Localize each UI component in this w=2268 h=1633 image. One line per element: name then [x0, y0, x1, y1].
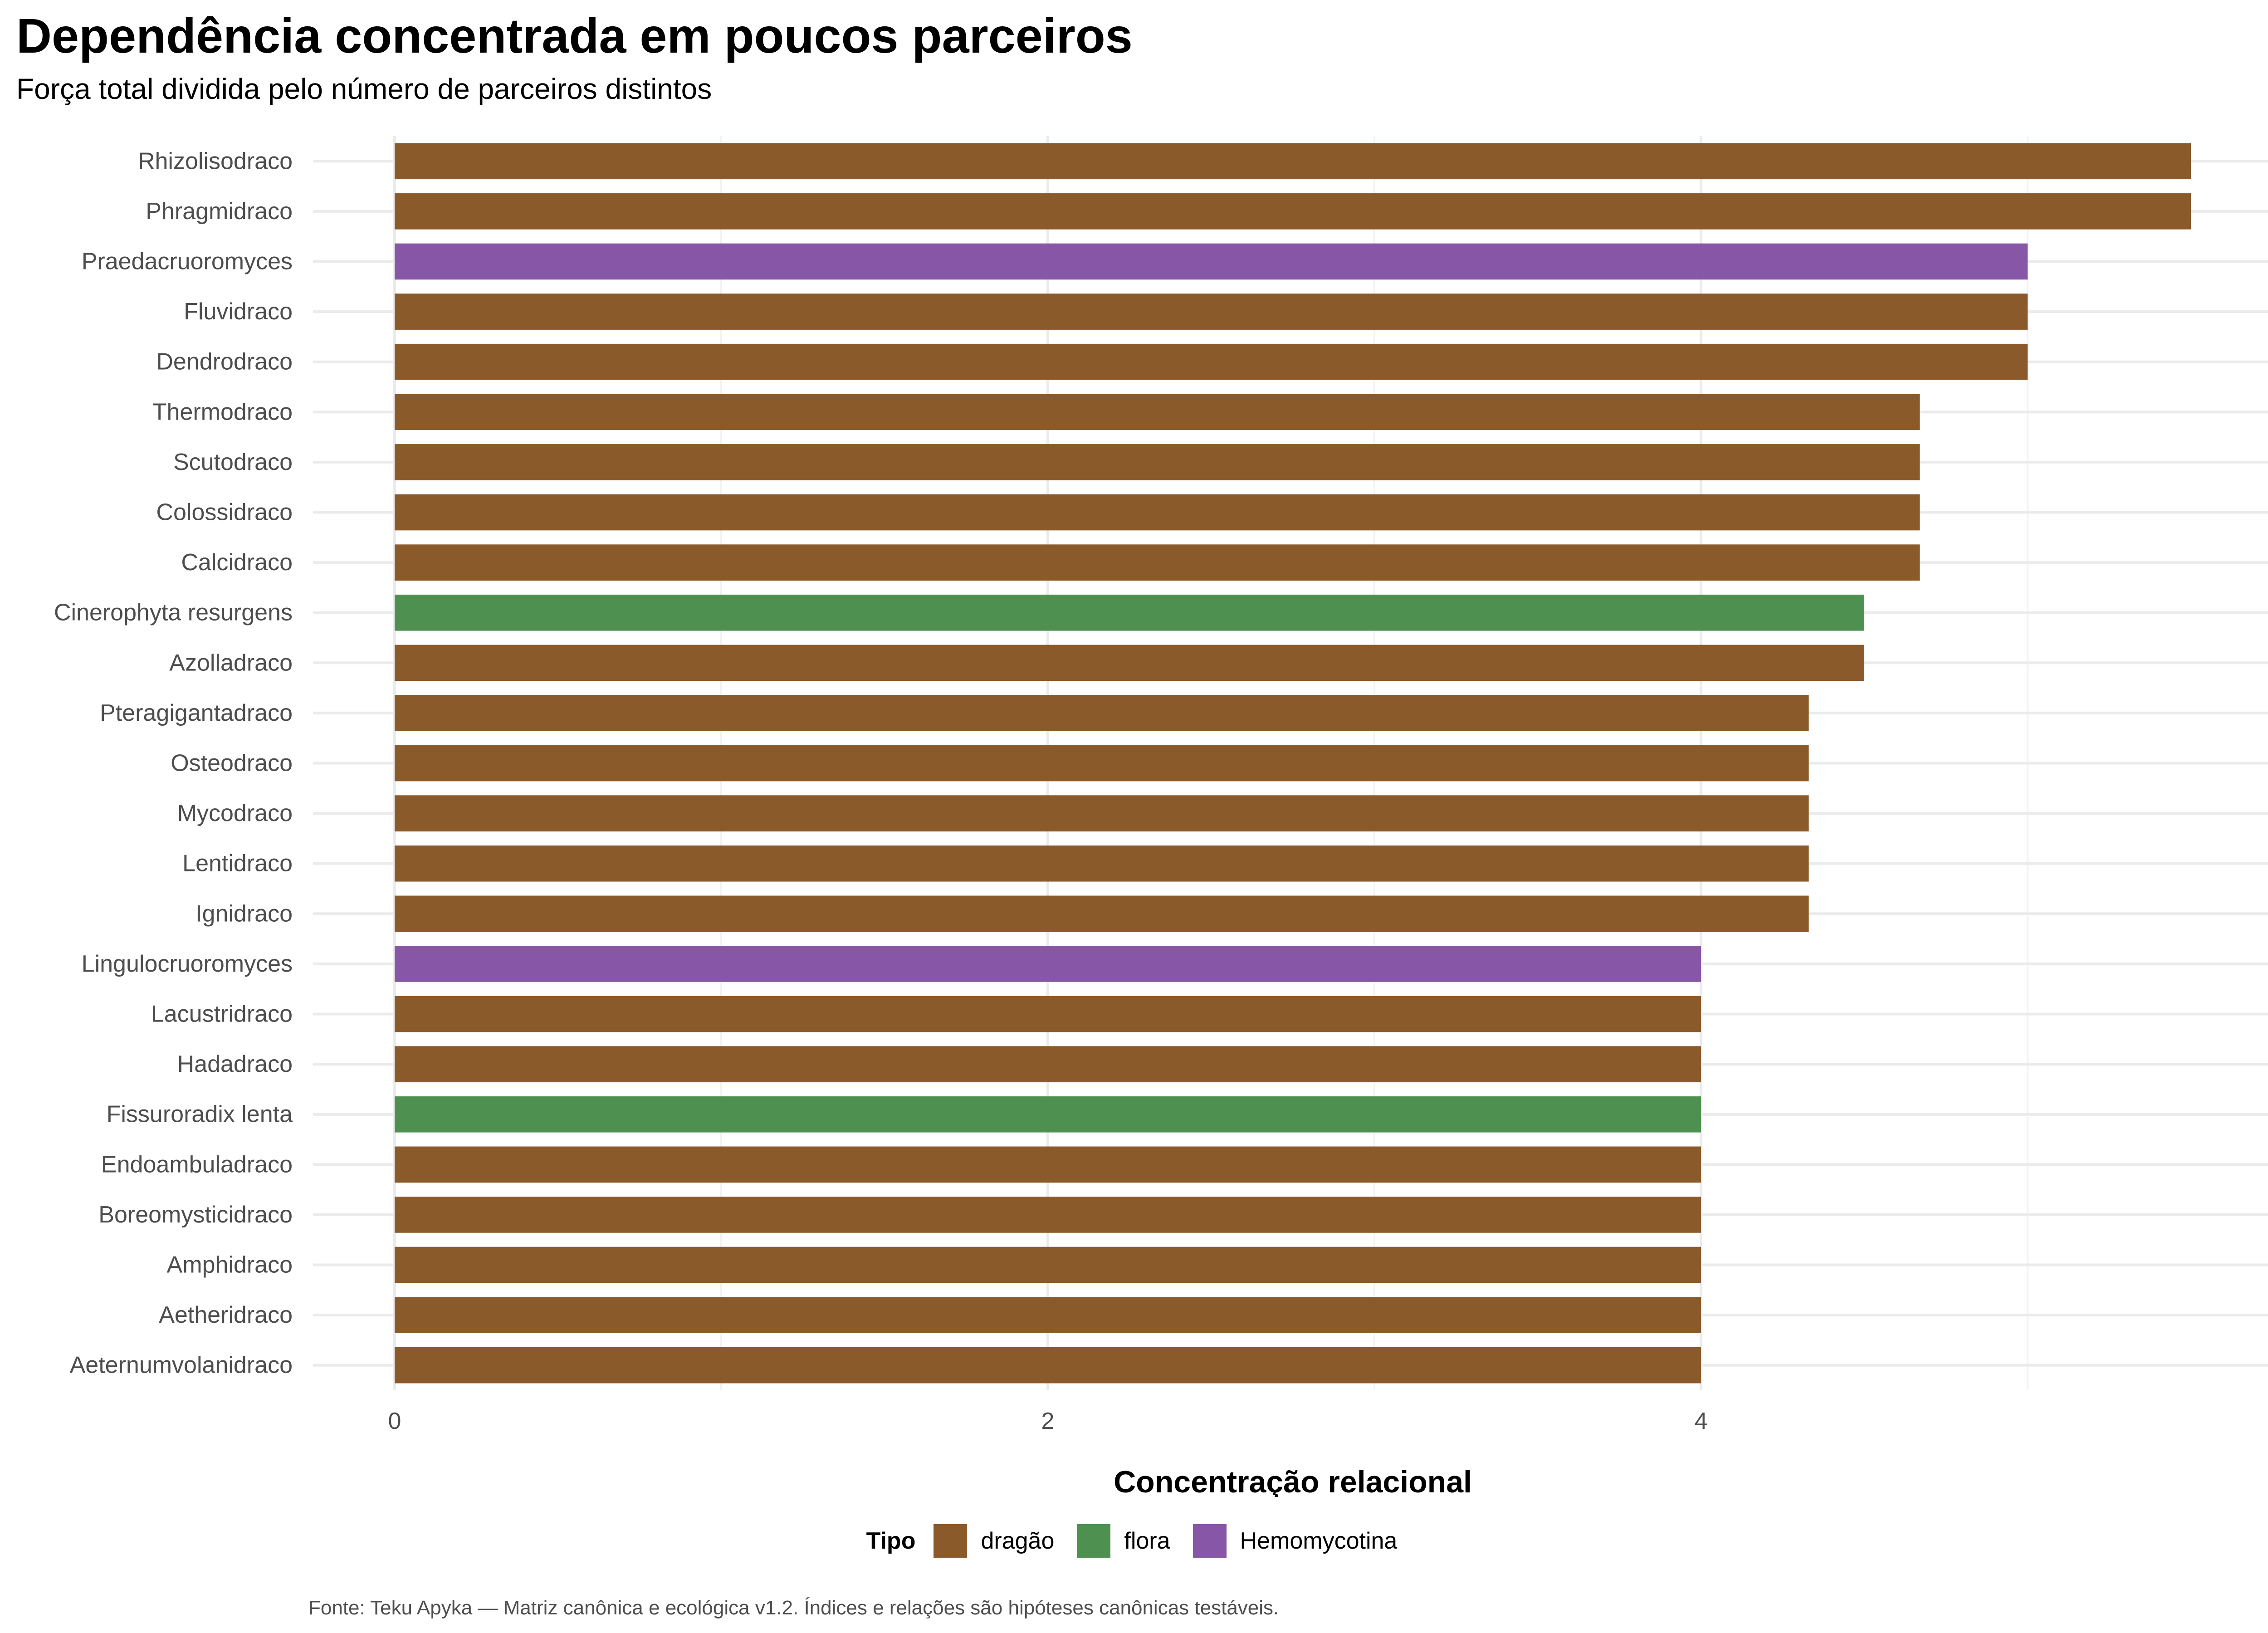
- y-tick-label: Rhizolisodraco: [138, 148, 293, 174]
- y-tick-label: Hadadraco: [177, 1051, 293, 1077]
- legend-item-flora: flora: [1077, 1524, 1170, 1558]
- legend-title: Tipo: [866, 1528, 916, 1554]
- y-tick-label: Praedacruoromyces: [82, 249, 293, 275]
- y-tick-label: Ignidraco: [196, 900, 293, 927]
- bar: [395, 293, 2028, 330]
- bar: [395, 895, 1809, 932]
- source-caption: Fonte: Teku Apyka — Matriz canônica e ec…: [308, 1597, 1279, 1619]
- bar: [395, 193, 2191, 230]
- chart-title: Dependência concentrada em poucos parcei…: [16, 8, 1133, 63]
- x-tick-label: 2: [1041, 1408, 1055, 1434]
- y-axis-tick-labels: Rhizolisodraco Phragmidraco Praedacruoromy…: [54, 148, 293, 1378]
- y-tick-label: Endoambuladraco: [101, 1151, 293, 1178]
- y-tick-label: Lacustridraco: [151, 1001, 293, 1027]
- legend-key-flora: [1077, 1524, 1111, 1558]
- x-tick-label: 0: [388, 1408, 401, 1434]
- bar: [395, 996, 1701, 1032]
- bar: [395, 1046, 1701, 1082]
- legend-label-flora: flora: [1124, 1528, 1170, 1554]
- y-tick-label: Fluvidraco: [184, 298, 293, 325]
- bar: [395, 845, 1809, 882]
- bar: [395, 1247, 1701, 1283]
- y-tick-label: Mycodraco: [177, 800, 293, 826]
- bar: [395, 494, 1920, 531]
- y-tick-label: Aetheridraco: [159, 1302, 293, 1328]
- y-tick-label: Pteragigantadraco: [100, 700, 293, 726]
- bar-chart: Rhizolisodraco Phragmidraco Praedacruoromy…: [54, 136, 2268, 1497]
- legend: Tipo dragão flora Hemomycotina: [0, 1524, 2268, 1558]
- y-tick-label: Lentidraco: [182, 851, 293, 877]
- bar: [395, 1146, 1701, 1183]
- y-tick-label: Osteodraco: [171, 750, 293, 777]
- legend-key-hemomycotina: [1193, 1524, 1227, 1558]
- bar: [395, 1096, 1701, 1133]
- bar: [395, 795, 1809, 831]
- y-tick-label: Aeternumvolanidraco: [70, 1352, 293, 1379]
- bar: [395, 343, 2028, 380]
- legend-label-hemomycotina: Hemomycotina: [1240, 1528, 1398, 1554]
- y-tick-label: Cinerophyta resurgens: [54, 600, 293, 626]
- y-tick-label: Amphidraco: [167, 1252, 293, 1278]
- bar: [395, 243, 2028, 280]
- bar: [395, 695, 1809, 731]
- legend-label-dragao: dragão: [981, 1528, 1055, 1554]
- bars: [395, 143, 2191, 1384]
- bar: [395, 1347, 1701, 1384]
- y-tick-label: Fissuroradix lenta: [107, 1101, 293, 1128]
- y-tick-label: Phragmidraco: [146, 198, 293, 225]
- x-tick-label: 4: [1695, 1408, 1708, 1434]
- y-tick-label: Calcidraco: [181, 549, 293, 576]
- y-tick-label: Dendrodraco: [156, 349, 293, 375]
- x-axis-label: Concentração relacional: [1114, 1465, 1472, 1497]
- bar: [395, 444, 1920, 480]
- y-tick-label: Colossidraco: [156, 499, 293, 526]
- bar: [395, 745, 1809, 782]
- y-tick-label: Azolladraco: [169, 650, 293, 676]
- x-axis-tick-labels: 0 2 4: [388, 1408, 1708, 1434]
- y-tick-label: Boreomysticidraco: [98, 1202, 293, 1228]
- y-tick-label: Scutodraco: [173, 449, 293, 475]
- bar: [395, 1297, 1701, 1333]
- bar: [395, 594, 1864, 631]
- bar: [395, 544, 1920, 581]
- legend-item-dragao: dragão: [934, 1524, 1054, 1558]
- bar: [395, 645, 1864, 681]
- bar: [395, 946, 1701, 982]
- bar: [395, 143, 2191, 180]
- bar: [395, 1197, 1701, 1233]
- y-tick-label: Lingulocruoromyces: [82, 951, 293, 977]
- chart-subtitle: Força total dividida pelo número de parc…: [16, 73, 712, 105]
- legend-key-dragao: [934, 1524, 968, 1558]
- y-tick-label: Thermodraco: [152, 399, 293, 425]
- bar: [395, 394, 1920, 430]
- legend-item-hemomycotina: Hemomycotina: [1193, 1524, 1398, 1558]
